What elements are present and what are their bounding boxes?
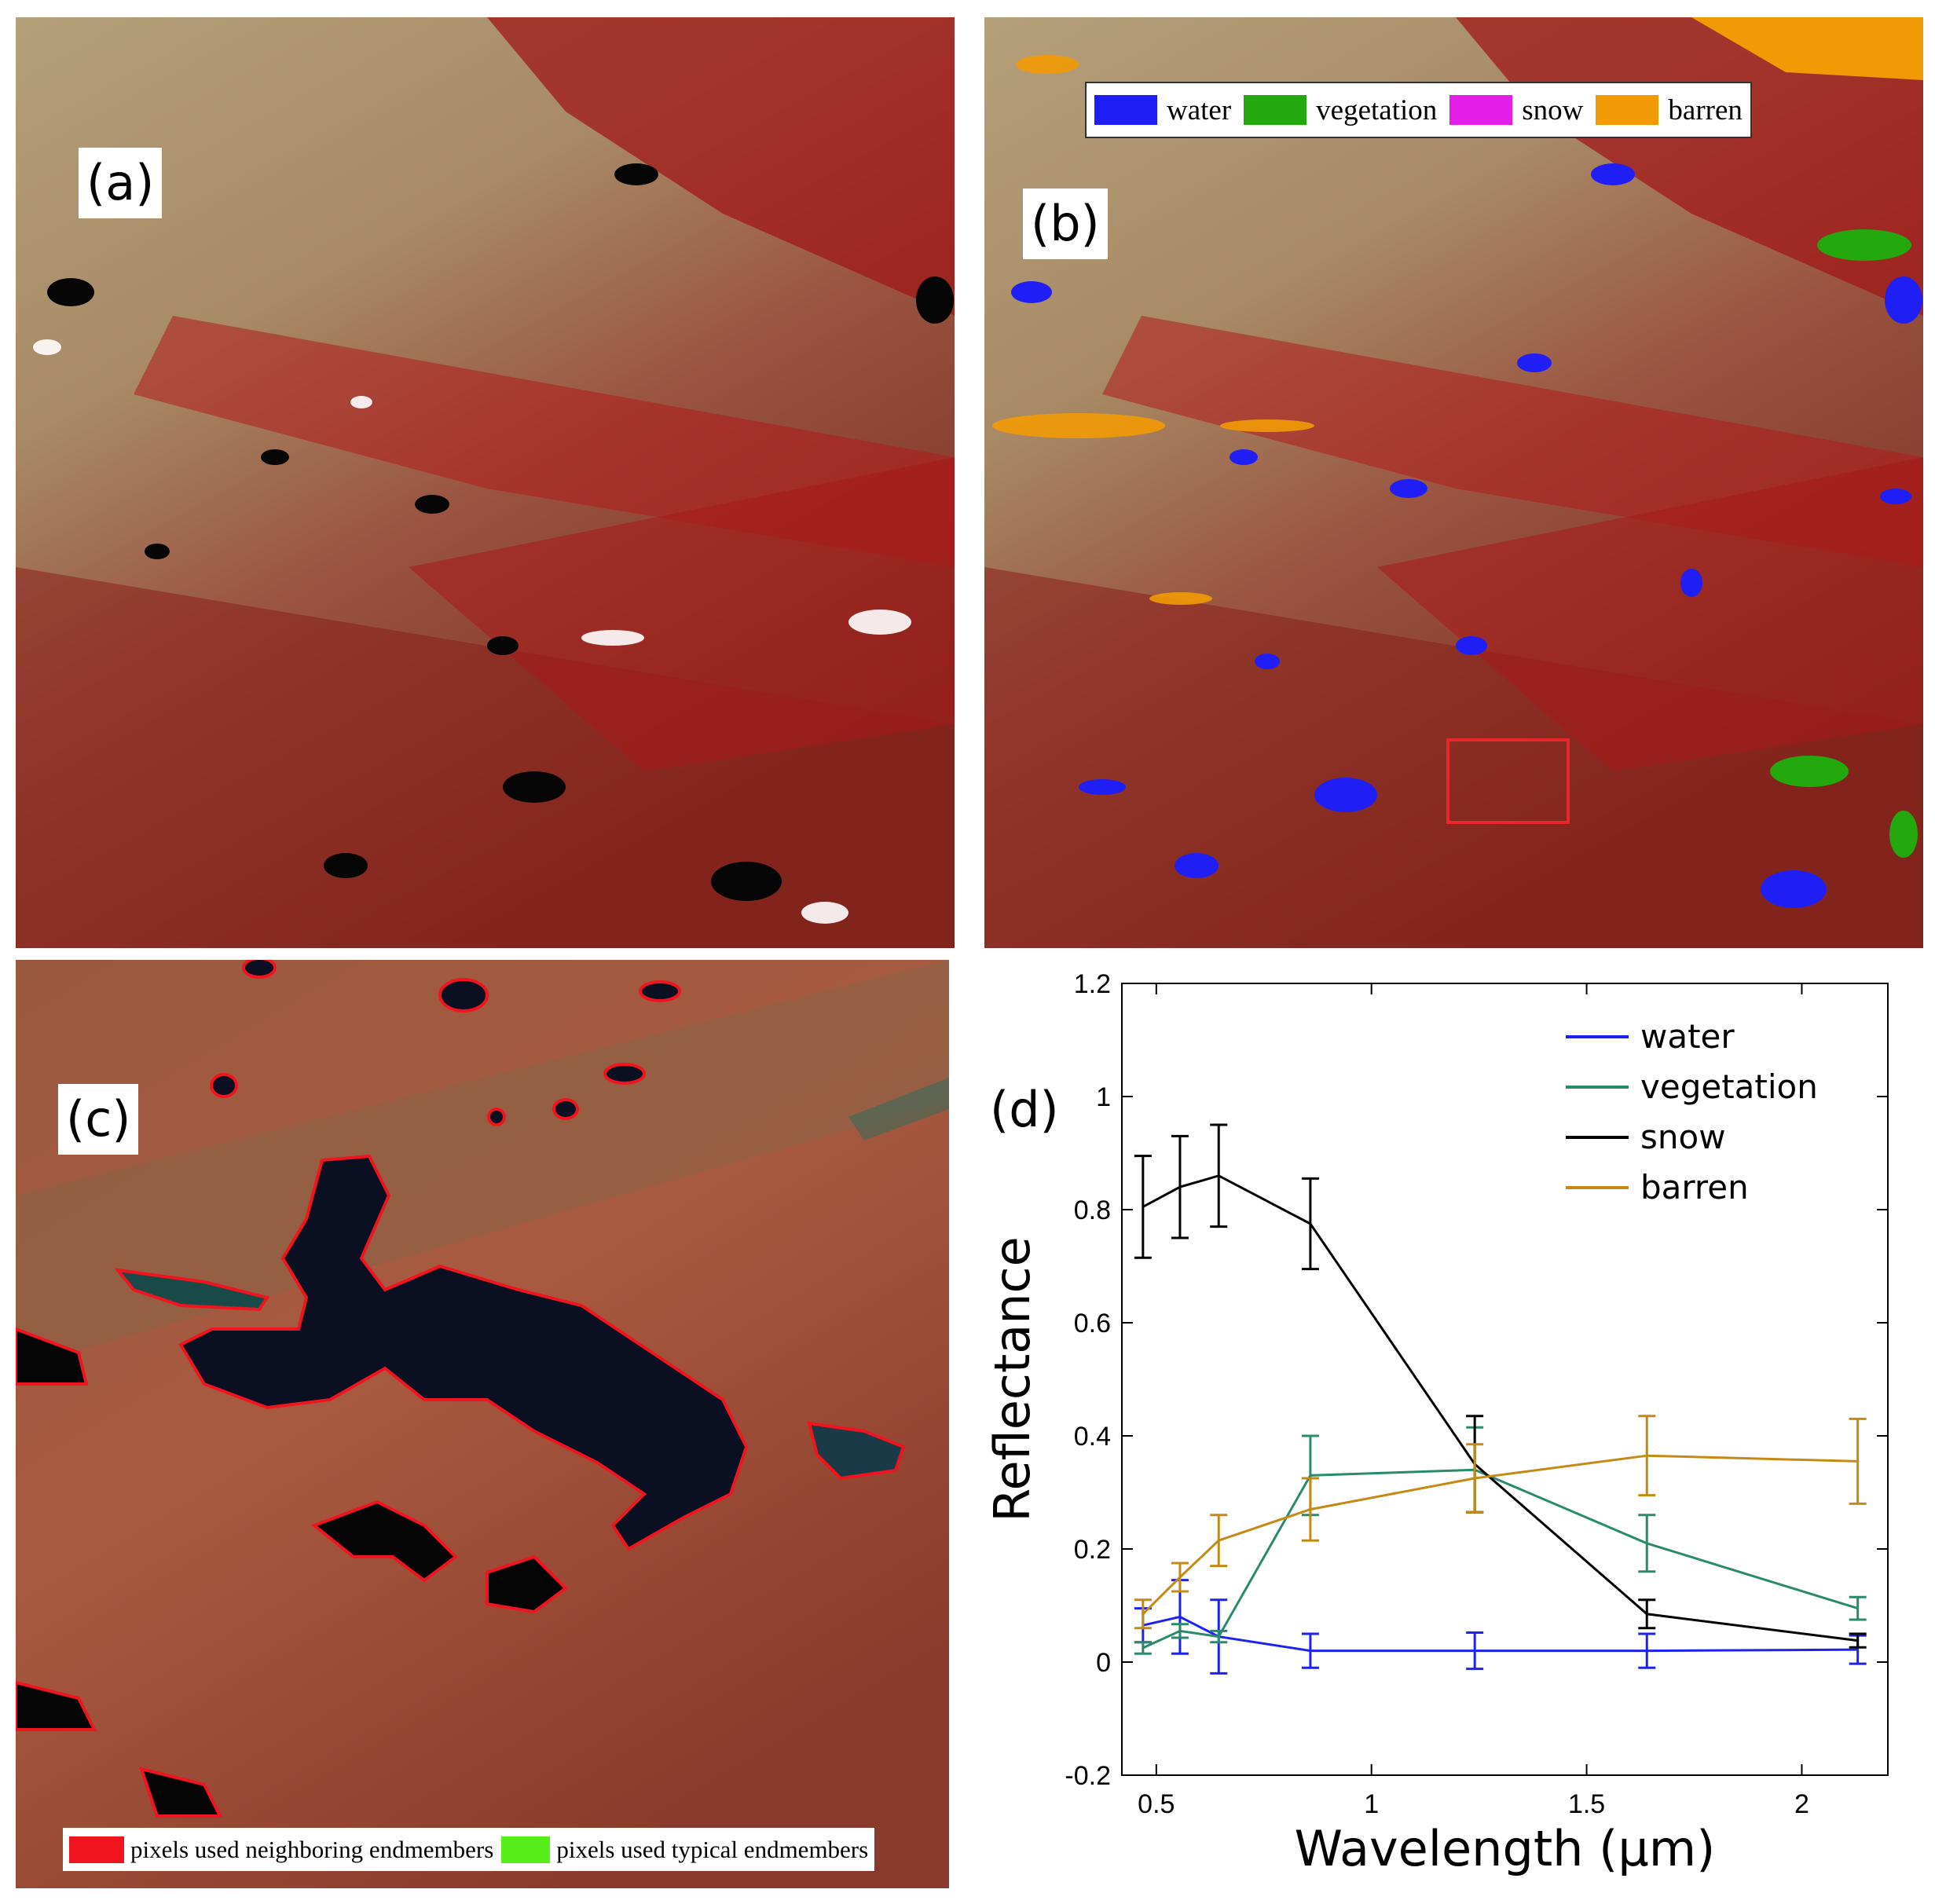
y-tick-label: 0.4 (1074, 1422, 1111, 1452)
legend-swatch-snow (1449, 95, 1513, 125)
legend-label-barren: barren (1668, 93, 1743, 126)
panel-c-legend: pixels used neighboring endmembers pixel… (63, 1828, 875, 1871)
y-tick-label: 0.2 (1074, 1535, 1111, 1565)
satellite-image-a (16, 17, 955, 948)
y-tick-label: -0.2 (1065, 1761, 1111, 1791)
legend-label-typical: pixels used typical endmembers (556, 1835, 869, 1863)
panel-a-label: (a) (79, 148, 163, 218)
x-tick-label: 1.5 (1568, 1789, 1605, 1819)
x-axis-label: Wavelength (μm) (1295, 1820, 1716, 1877)
y-tick-label: 1 (1096, 1082, 1111, 1112)
y-tick-label: 0.6 (1074, 1309, 1111, 1338)
plot-frame (1121, 983, 1889, 1776)
legend-label-vegetation: vegetation (1316, 93, 1438, 126)
legend-label-neighboring: pixels used neighboring endmembers (130, 1835, 494, 1863)
panel-c-label: (c) (58, 1084, 139, 1155)
legend-label-barren: barren (1640, 1168, 1749, 1206)
panel-b-label: (b) (1023, 189, 1108, 259)
legend-label-snow: snow (1522, 93, 1584, 126)
x-tick-label: 1 (1364, 1789, 1379, 1819)
reflectance-chart: -0.2 0 0.2 0.4 0.6 0.8 1 1.2 0.5 1 1.5 2 Wavelength … (984, 969, 1889, 1877)
legend-swatch-neighboring (69, 1836, 124, 1863)
zoom-image-c (16, 960, 949, 1888)
y-tick-label: 0 (1096, 1648, 1111, 1678)
legend-swatch-typical (501, 1836, 551, 1863)
legend-label-snow: snow (1640, 1118, 1726, 1156)
panel-b-legend: water vegetation snow barren (1085, 82, 1752, 138)
panel-b-image: water vegetation snow barren (984, 17, 1923, 948)
legend-label-water: water (1640, 1017, 1735, 1056)
x-tick-label: 0.5 (1138, 1789, 1175, 1819)
x-tick-label: 2 (1794, 1789, 1809, 1819)
classified-image-b (984, 17, 1923, 948)
plot-area: -0.2 0 0.2 0.4 0.6 0.8 1 1.2 0.5 1 1.5 2 Wavelength … (984, 969, 1889, 1877)
panel-a-image (16, 17, 955, 948)
legend-label-water: water (1167, 93, 1232, 126)
legend-label-vegetation: vegetation (1640, 1067, 1818, 1106)
legend-swatch-vegetation (1244, 95, 1307, 125)
panel-d-label: (d) (990, 1081, 1059, 1138)
highlight-box (1446, 738, 1570, 824)
legend-swatch-barren (1596, 95, 1659, 125)
panel-c-image: pixels used neighboring endmembers pixel… (16, 960, 949, 1888)
y-tick-label: 0.8 (1074, 1195, 1111, 1225)
y-axis-label: Reflectance (984, 1236, 1041, 1522)
y-tick-label: 1.2 (1074, 969, 1111, 999)
legend-swatch-water (1094, 95, 1157, 125)
